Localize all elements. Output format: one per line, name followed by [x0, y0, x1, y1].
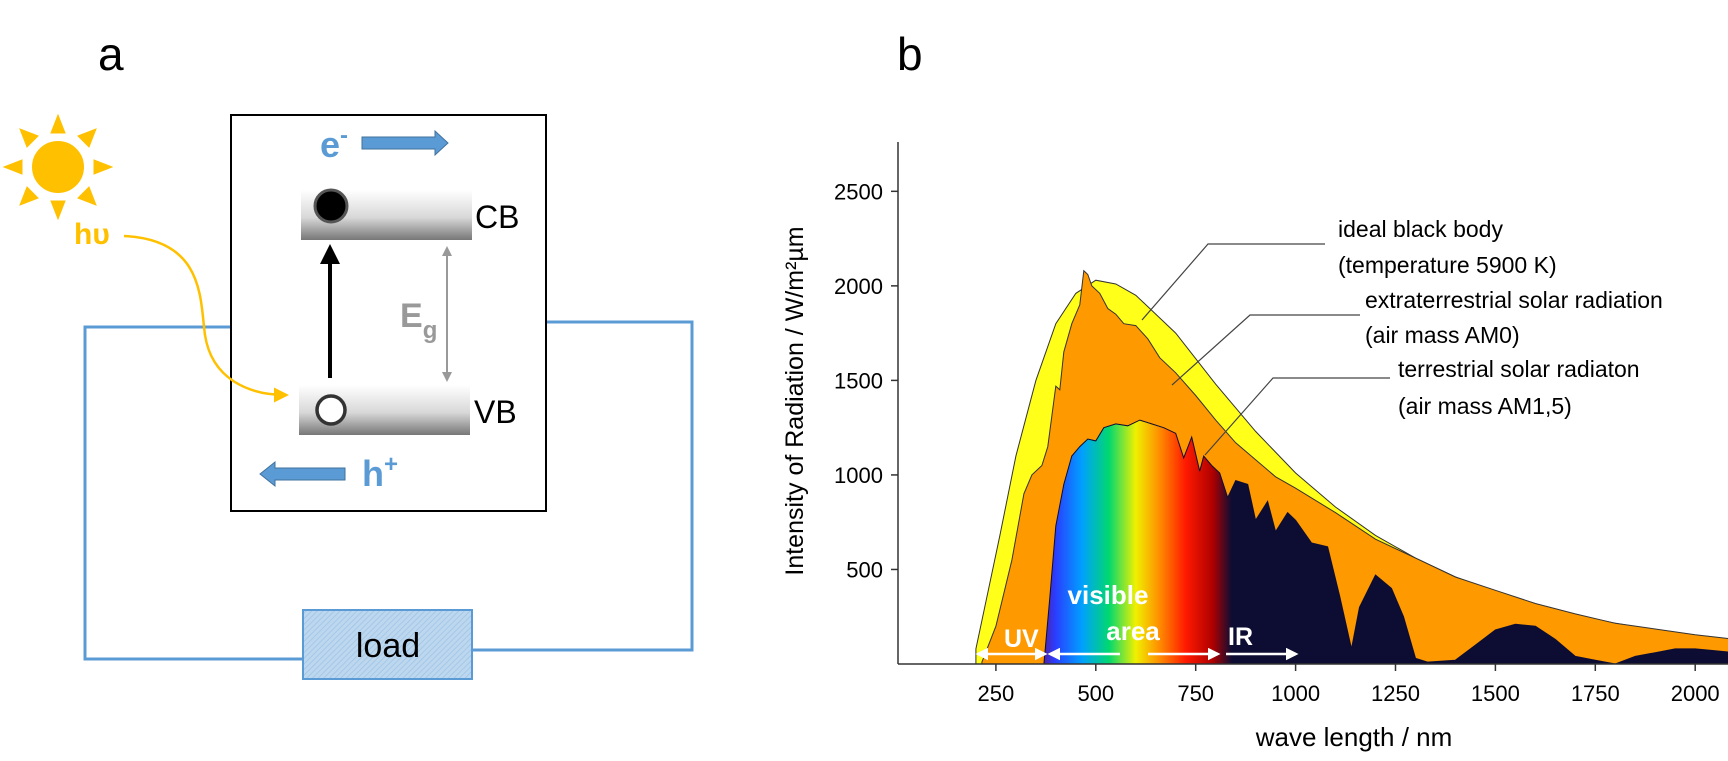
uv-label: UV — [1004, 625, 1039, 653]
x-tick-label: 1500 — [1471, 681, 1520, 706]
x-tick-label: 1750 — [1571, 681, 1620, 706]
blackbody-leader — [1141, 243, 1325, 321]
y-axis-label: Intensity of Radiation / W/m²µm — [781, 226, 809, 575]
am0-leader — [1171, 314, 1360, 386]
y-tick-label: 1000 — [834, 463, 883, 488]
cb-label: CB — [475, 199, 519, 235]
panel-b: b 250 500 750 1000 1250 1500 1750 2000 500 1000 15… — [781, 28, 1728, 752]
am0-annotation-2: (air mass AM0) — [1365, 322, 1520, 348]
y-tick-label: 1500 — [834, 368, 883, 393]
axis-ticks: 250 500 750 1000 1250 1500 1750 2000 500 1000 1500… — [834, 179, 1720, 706]
electron-arrow — [361, 129, 449, 157]
vb-label: VB — [474, 394, 517, 430]
x-tick-label: 1000 — [1271, 681, 1320, 706]
am0-annotation-1: extraterrestrial solar radiation — [1365, 287, 1663, 313]
circuit-wire — [83, 320, 694, 661]
am15-annotation-2: (air mass AM1,5) — [1398, 393, 1572, 419]
blackbody-annotation-2: (temperature 5900 K) — [1338, 252, 1557, 278]
x-tick-label: 750 — [1177, 681, 1214, 706]
spectrum-areas — [975, 269, 1728, 665]
hole-arrow — [259, 460, 346, 488]
panel-b-label: b — [897, 28, 923, 80]
panel-a-label: a — [98, 28, 124, 80]
panel-a: a load hυ e- — [2, 28, 694, 680]
electron-label: e- — [320, 122, 348, 165]
visible-label-2: area — [1106, 616, 1160, 646]
hole-dot — [315, 394, 347, 426]
blackbody-annotation-1: ideal black body — [1338, 216, 1503, 242]
x-tick-label: 250 — [978, 681, 1015, 706]
load-label: load — [356, 627, 420, 665]
x-tick-label: 2000 — [1671, 681, 1720, 706]
photon-arrow — [123, 234, 289, 403]
hole-label: h+ — [362, 451, 398, 494]
cell-box — [230, 114, 547, 512]
load-box — [302, 609, 473, 680]
y-tick-label: 500 — [846, 557, 883, 582]
visible-label-1: visible — [1068, 580, 1149, 610]
y-tick-label: 2000 — [834, 274, 883, 299]
sun-icon — [2, 113, 114, 221]
am15-leader — [1204, 377, 1390, 456]
y-tick-label: 2500 — [834, 179, 883, 204]
x-tick-label: 500 — [1077, 681, 1114, 706]
x-tick-label: 1250 — [1371, 681, 1420, 706]
am15-area — [1043, 419, 1728, 665]
gap-label: Eg — [400, 297, 437, 344]
ir-label: IR — [1228, 623, 1253, 651]
x-axis-label: wave length / nm — [1255, 722, 1453, 752]
electron-dot — [313, 188, 349, 224]
am15-annotation-1: terrestrial solar radiaton — [1398, 356, 1640, 382]
photon-label: hυ — [74, 218, 110, 251]
